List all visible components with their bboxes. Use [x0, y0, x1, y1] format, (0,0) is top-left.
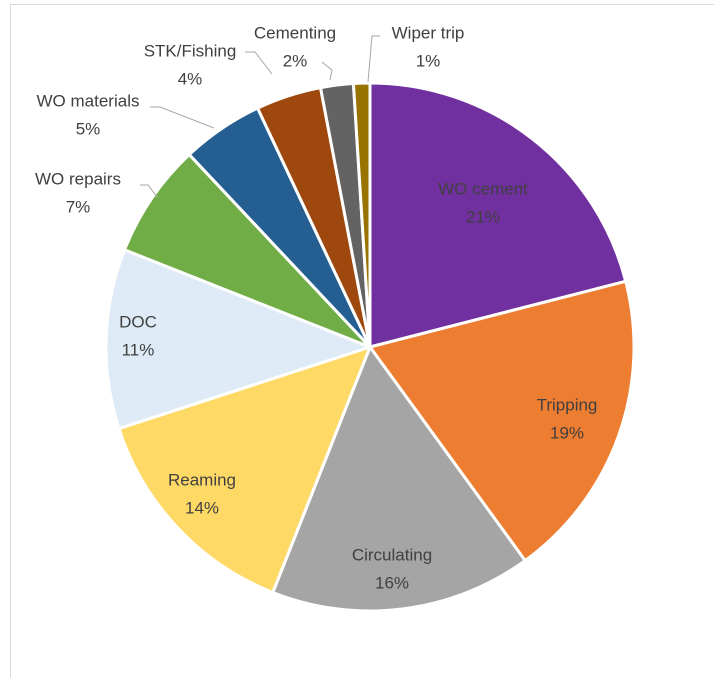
- slice-label: Circulating: [352, 545, 432, 564]
- slice-value-label: 2%: [283, 51, 308, 70]
- pie-slice: [123, 153, 372, 349]
- leader-line: [367, 35, 380, 83]
- slice-value-label: 5%: [76, 119, 101, 138]
- slice-label: Cementing: [254, 23, 336, 42]
- slice-label: WO cement: [438, 179, 528, 198]
- leader-line: [150, 106, 215, 129]
- slice-label: WO repairs: [35, 169, 121, 188]
- slice-label: DOC: [119, 312, 157, 331]
- slice-label: Tripping: [537, 395, 598, 414]
- slice-value-label: 11%: [122, 340, 155, 359]
- pie-slice: [104, 248, 372, 431]
- slice-value-label: 16%: [375, 573, 409, 592]
- leader-line: [140, 184, 159, 199]
- slice-value-label: 21%: [466, 207, 500, 226]
- leader-line: [245, 51, 273, 75]
- slice-value-label: 19%: [550, 423, 584, 442]
- slice-value-label: 7%: [66, 197, 91, 216]
- pie-slice: [368, 279, 636, 563]
- slice-label: WO materials: [37, 91, 140, 110]
- slice-value-label: 1%: [416, 51, 441, 70]
- pie-slice: [351, 81, 372, 349]
- leader-line: [321, 61, 333, 81]
- slice-value-label: 4%: [178, 69, 203, 88]
- pie-slice: [368, 81, 628, 349]
- slice-label: Wiper trip: [392, 23, 465, 42]
- pie-slice: [271, 345, 527, 613]
- slice-value-label: 14%: [185, 498, 219, 517]
- slice-label: STK/Fishing: [144, 41, 237, 60]
- slice-label: Reaming: [168, 470, 236, 489]
